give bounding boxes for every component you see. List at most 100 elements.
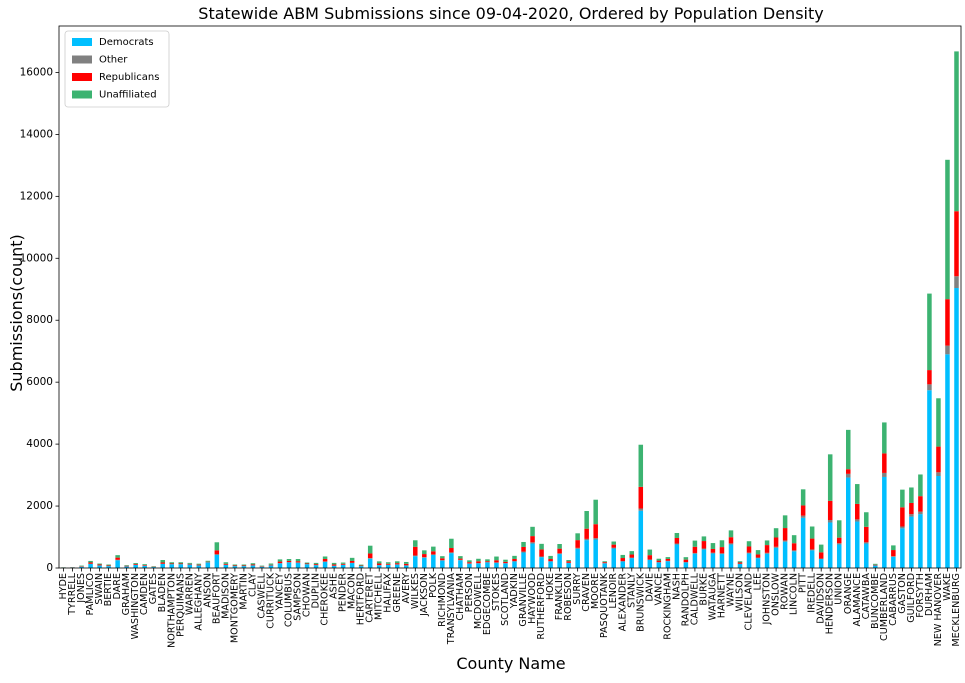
bar-segment-republicans-yadkin [512,559,517,561]
bar-segment-unaffiliated-alamance [855,484,860,504]
chart-title: Statewide ABM Submissions since 09-04-20… [198,4,823,23]
bar-segment-unaffiliated-polk [431,547,436,552]
bar-segment-republicans-franklin [557,549,562,554]
bar-segment-democrats-hoke [548,562,553,569]
bar-segment-democrats-perquimans [179,564,184,568]
bar-segment-republicans-moore [593,524,598,538]
bar-segment-republicans-davidson [819,552,824,558]
bar-segment-republicans-graham [124,566,129,567]
bar-segment-democrats-wilson [738,564,743,568]
legend-label-democrats: Democrats [99,37,154,48]
bar-segment-democrats-mitchell [377,565,382,568]
bar-segment-democrats-randolph [684,562,689,568]
bar-segment-republicans-alleghany [197,565,202,566]
bar-segment-unaffiliated-graham [124,565,129,566]
bar-segment-democrats-rockingham [666,561,671,568]
bar-segment-other-onslow [774,547,779,548]
bar-segment-republicans-stanly [630,555,635,558]
bar-segment-democrats-pitt [801,518,806,568]
bar-segment-republicans-wilson [738,562,743,563]
bar-segment-republicans-alamance [855,504,860,519]
bar-segment-democrats-craven [584,540,589,568]
bar-segment-other-nash [675,544,680,545]
bar-segment-unaffiliated-person [467,560,472,562]
bar-segment-republicans-lenoir [611,545,616,548]
bar-segment-other-cabarrus [891,556,896,557]
bar-segment-republicans-montgomery [233,565,238,566]
bar-segment-unaffiliated-stanly [630,551,635,554]
bar-segment-unaffiliated-cleveland [747,541,752,546]
bar-segment-other-new-hanover [936,472,941,476]
bar-segment-unaffiliated-chowan [305,563,310,564]
bar-segment-republicans-burke [702,541,707,548]
bar-segment-democrats-lee [756,558,761,568]
bar-segment-democrats-alexander [621,562,626,569]
bar-segment-democrats-pender [341,565,346,568]
bar-segment-unaffiliated-brunswick [639,445,644,487]
bar-segment-unaffiliated-granville [521,542,526,547]
bar-segment-unaffiliated-surry [575,533,580,540]
bar-segment-unaffiliated-durham [927,294,932,371]
bar-segment-other-union [837,543,842,544]
bar-segment-democrats-madison [224,565,229,568]
bar-segment-unaffiliated-jackson [422,550,427,554]
y-tick-label: 16000 [20,66,53,78]
bar-segment-unaffiliated-scotland [503,560,508,562]
bar-segment-republicans-cumberland [882,453,887,473]
y-tick-label: 0 [46,562,53,574]
bar-segment-unaffiliated-warren [188,563,193,564]
bar-segment-democrats-pamlico [88,564,93,568]
bar-segment-republicans-cherokee [323,559,328,561]
bar-segment-republicans-dare [115,558,120,560]
bar-segment-democrats-duplin [314,565,319,568]
bar-segment-republicans-macon [350,561,355,563]
bar-segment-unaffiliated-guilford [909,487,914,502]
bar-segment-unaffiliated-rowan [783,515,788,528]
bar-segment-republicans-harnett [720,547,725,553]
bar-segment-other-catawba [864,542,869,543]
bar-segment-democrats-beaufort [215,555,220,568]
bar-segment-unaffiliated-camden [142,564,147,565]
bar-segment-democrats-polk [431,555,436,568]
bar-segment-democrats-burke [702,549,707,568]
bar-segment-democrats-rowan [783,542,788,568]
bar-segment-unaffiliated-yadkin [512,556,517,559]
bar-segment-other-carteret [368,558,373,559]
bar-segment-democrats-richmond [440,561,445,568]
bar-segment-other-lenoir [611,548,616,549]
legend-label-unaffiliated: Unaffiliated [99,90,157,101]
bar-segment-democrats-union [837,544,842,568]
bar-segment-republicans-craven [584,529,589,539]
bar-segment-democrats-new-hanover [936,476,941,568]
bar-segment-unaffiliated-wilkes [413,540,418,547]
bar-segment-republicans-new-hanover [936,447,941,473]
bar-segment-democrats-bladen [160,564,165,568]
bar-segment-unaffiliated-dare [115,555,120,557]
bar-segment-other-durham [927,384,932,390]
bar-segment-other-guilford [909,514,914,516]
bar-segment-republicans-polk [431,551,436,554]
bar-segment-democrats-onslow [774,548,779,568]
bar-segment-democrats-johnston [765,554,770,568]
bar-segment-unaffiliated-mecklenburg [954,51,959,211]
bar-segment-republicans-pamlico [88,562,93,563]
bar-segment-republicans-chatham [458,559,463,560]
bar-segment-republicans-transylvania [449,548,454,552]
bar-segment-other-orange [846,474,851,478]
bar-segment-other-burke [702,548,707,549]
bar-segment-unaffiliated-haywood [530,527,535,536]
bar-segment-democrats-davie [648,560,653,568]
bar-segment-unaffiliated-alexander [621,555,626,558]
bar-segment-republicans-lee [756,554,761,557]
bar-segment-republicans-columbus [287,561,292,562]
bar-segment-republicans-perquimans [179,563,184,564]
bar-segment-democrats-washington [133,565,138,568]
bar-segment-unaffiliated-chatham [458,556,463,558]
bar-segment-democrats-mcdowell [476,563,481,568]
bar-segment-other-rutherford [539,557,544,558]
bar-segment-other-caldwell [693,553,698,554]
bar-segment-other-craven [584,539,589,540]
bar-segment-unaffiliated-craven [584,511,589,529]
bar-segment-other-harnett [720,553,725,554]
